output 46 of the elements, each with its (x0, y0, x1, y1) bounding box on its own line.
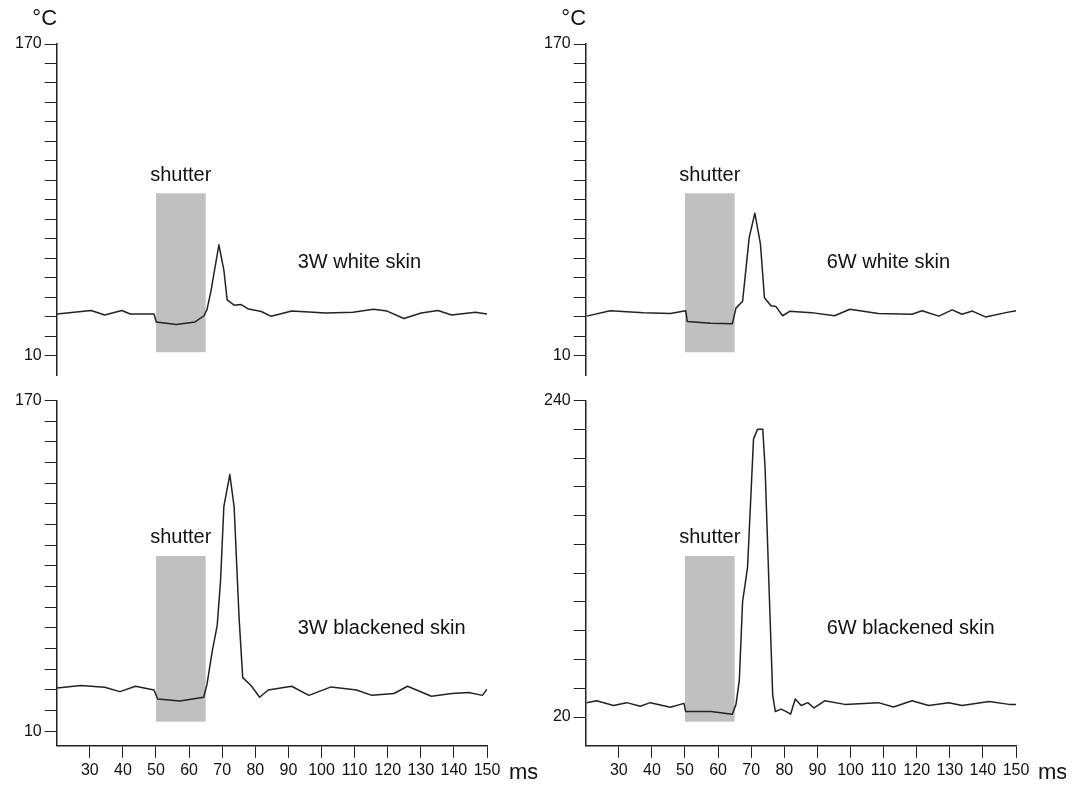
x-tick-label: 110 (870, 760, 897, 778)
x-tick-label: 90 (808, 760, 827, 778)
x-tick-label: 50 (147, 760, 165, 778)
x-tick-label: 140 (440, 760, 468, 778)
y-tick-label: 10 (23, 346, 42, 364)
annotation: 3W white skin (297, 250, 422, 273)
x-axis-title: ms (1038, 759, 1068, 785)
y-axis-title: °C (561, 5, 587, 31)
x-tick-label: 40 (114, 760, 132, 778)
x-tick-label: 150 (1002, 760, 1030, 778)
x-tick-label: 70 (213, 760, 232, 778)
x-tick-label: 100 (308, 760, 335, 778)
x-tick-label: 70 (742, 760, 761, 778)
x-tick-label: 130 (936, 760, 964, 778)
y-tick-label: 170 (543, 34, 571, 52)
x-tick-label: 40 (643, 760, 661, 778)
x-tick-label: 60 (180, 760, 199, 778)
x-tick-label: 60 (709, 760, 728, 778)
y-tick-label: 170 (14, 34, 42, 52)
band-label: shutter (150, 162, 212, 185)
band-label: shutter (150, 525, 212, 548)
x-tick-label: 110 (341, 760, 368, 778)
annotation: 3W blackened skin (297, 615, 466, 638)
x-tick-label: 30 (80, 760, 99, 778)
y-tick-label: 170 (14, 391, 42, 409)
band-label: shutter (679, 162, 741, 185)
x-tick-label: 120 (374, 760, 402, 778)
x-tick-label: 50 (676, 760, 694, 778)
y-axis-title: °C (32, 5, 58, 31)
x-tick-label: 130 (407, 760, 435, 778)
x-tick-label: 100 (837, 760, 864, 778)
y-tick-label: 20 (552, 707, 571, 725)
y-tick-label: 10 (552, 346, 571, 364)
y-tick-label: 10 (23, 721, 42, 739)
x-tick-label: 80 (246, 760, 265, 778)
annotation: 6W white skin (826, 250, 951, 273)
y-tick-label: 240 (543, 391, 571, 409)
x-tick-label: 90 (279, 760, 298, 778)
x-tick-label: 140 (969, 760, 997, 778)
annotation: 6W blackened skin (826, 615, 995, 638)
x-axis-title: ms (509, 759, 539, 785)
x-tick-label: 150 (473, 760, 501, 778)
x-tick-label: 120 (903, 760, 931, 778)
x-tick-label: 30 (609, 760, 628, 778)
band-label: shutter (679, 525, 741, 548)
x-tick-label: 80 (775, 760, 794, 778)
